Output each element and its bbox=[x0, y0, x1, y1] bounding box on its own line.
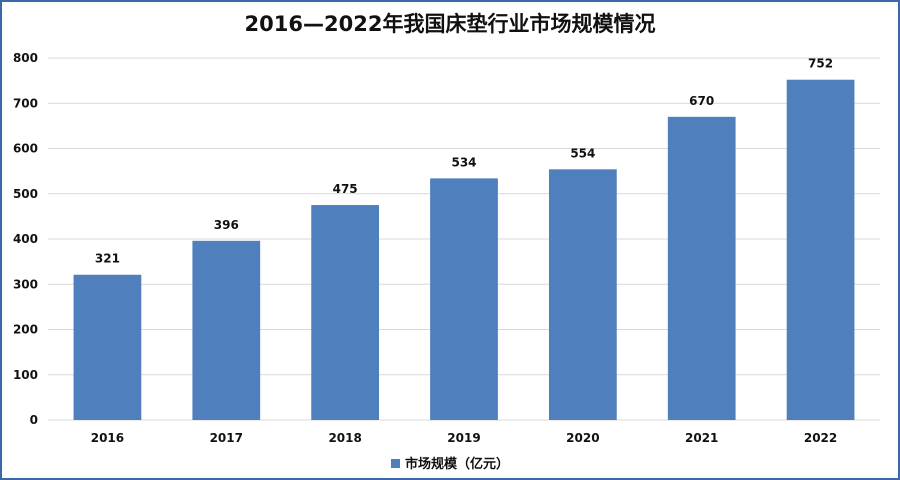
y-tick-label: 500 bbox=[13, 187, 38, 201]
x-tick-label: 2019 bbox=[447, 431, 480, 445]
x-axis-ticks: 2016 2017 2018 2019 2020 2021 2022 bbox=[91, 431, 838, 445]
y-tick-label: 300 bbox=[13, 277, 38, 291]
legend-swatch bbox=[390, 459, 400, 468]
y-tick-label: 400 bbox=[13, 232, 38, 246]
y-tick-label: 0 bbox=[30, 413, 38, 427]
x-tick-label: 2020 bbox=[566, 431, 599, 445]
x-tick-label: 2016 bbox=[91, 431, 124, 445]
bar-2018 bbox=[311, 205, 380, 420]
x-tick-label: 2021 bbox=[685, 431, 718, 445]
data-labels: 321 396 475 534 554 670 752 bbox=[95, 57, 833, 266]
bar-2020 bbox=[548, 169, 617, 420]
bars bbox=[73, 79, 855, 420]
data-label: 554 bbox=[570, 146, 595, 160]
y-axis-ticks: 0 100 200 300 400 500 600 700 800 bbox=[13, 51, 38, 427]
bar-2017 bbox=[192, 240, 261, 420]
bar-2021 bbox=[667, 116, 736, 420]
x-tick-label: 2017 bbox=[210, 431, 243, 445]
data-label: 396 bbox=[214, 218, 239, 232]
x-tick-label: 2018 bbox=[328, 431, 361, 445]
data-label: 475 bbox=[333, 182, 358, 196]
y-tick-label: 600 bbox=[13, 142, 38, 156]
data-label: 670 bbox=[689, 94, 714, 108]
bar-2022 bbox=[786, 79, 855, 420]
bar-2016 bbox=[73, 274, 142, 420]
y-tick-label: 200 bbox=[13, 323, 38, 337]
bar-2019 bbox=[430, 178, 498, 420]
y-tick-label: 100 bbox=[13, 368, 38, 382]
y-tick-label: 700 bbox=[13, 96, 38, 110]
data-label: 321 bbox=[95, 252, 120, 266]
legend-label: 市场规模（亿元） bbox=[404, 457, 509, 472]
chart-title: 2016—2022年我国床垫行业市场规模情况 bbox=[244, 12, 656, 36]
legend: 市场规模（亿元） bbox=[0, 453, 900, 472]
x-tick-label: 2022 bbox=[804, 431, 837, 445]
data-label: 534 bbox=[451, 155, 476, 169]
data-label: 752 bbox=[808, 57, 833, 71]
y-tick-label: 800 bbox=[13, 51, 38, 65]
